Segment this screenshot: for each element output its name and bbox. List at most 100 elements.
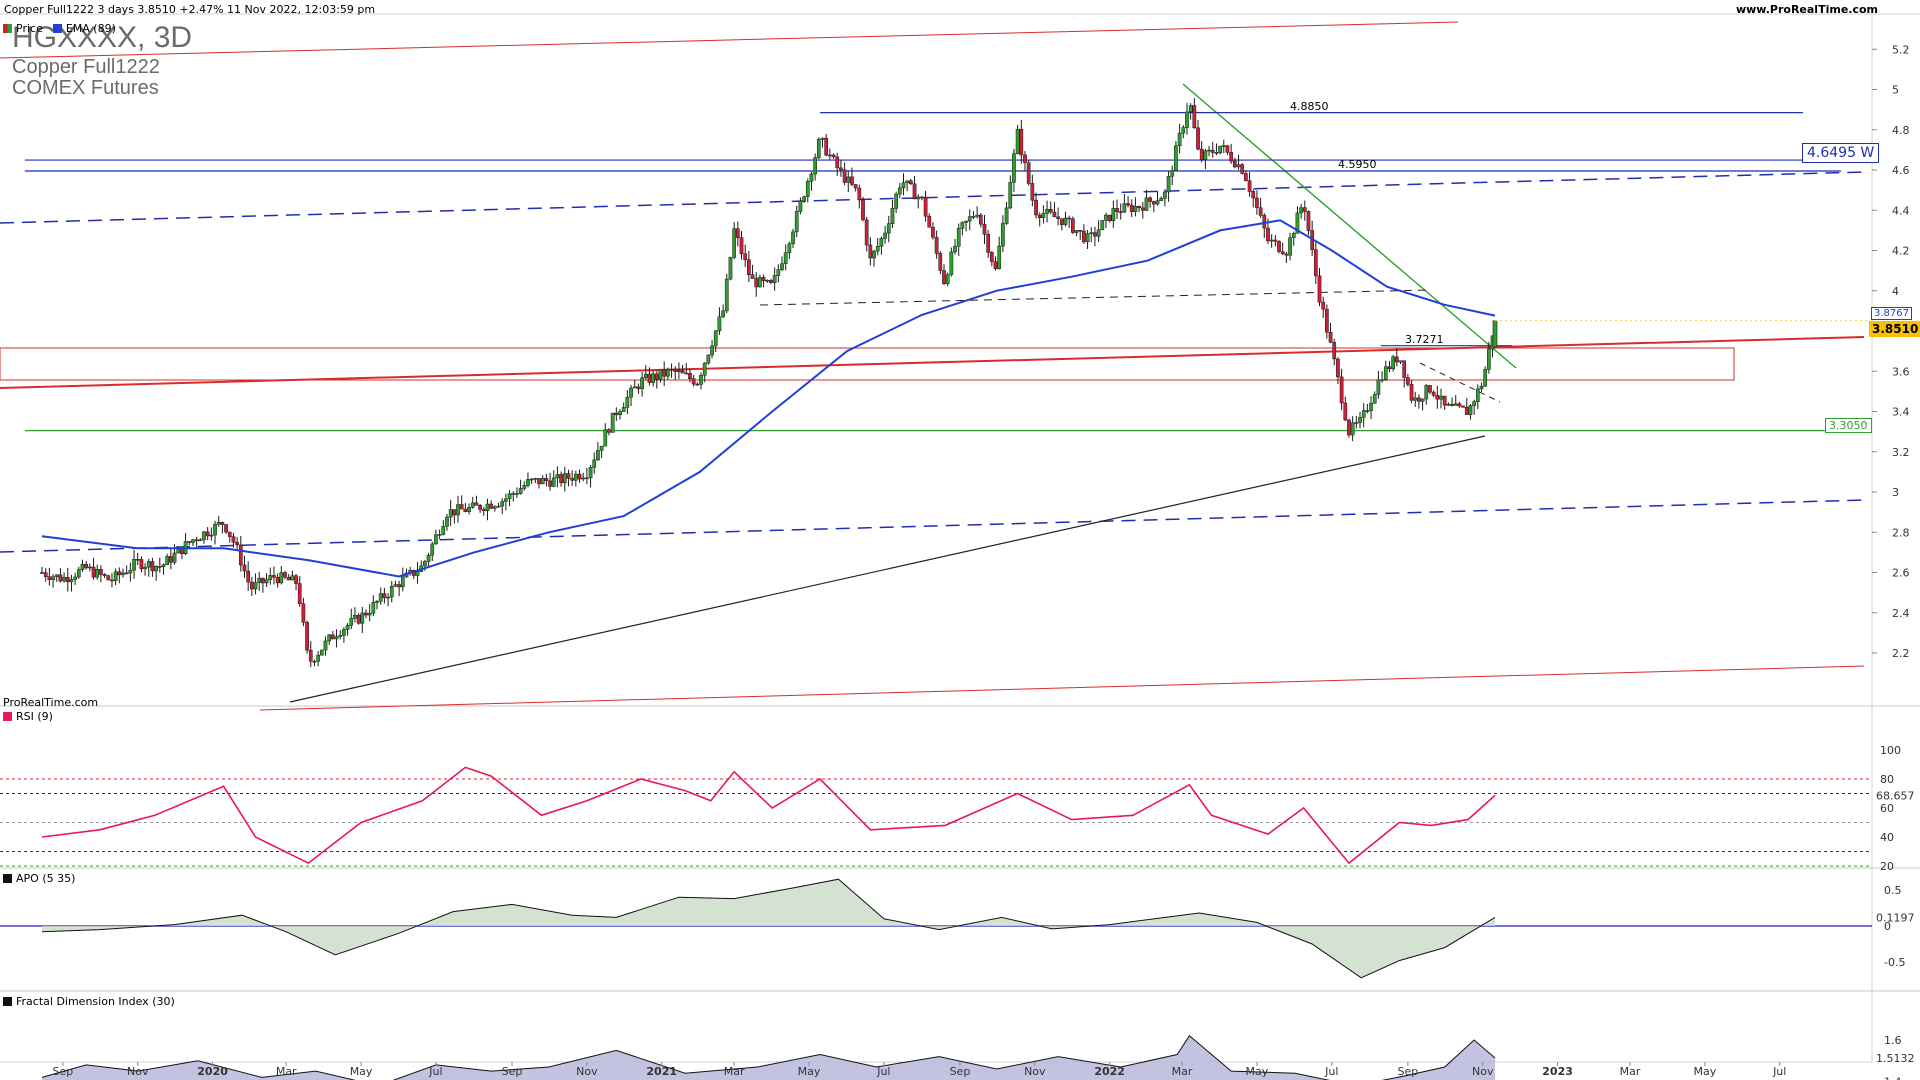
candle-body	[1413, 397, 1418, 401]
candle-body	[65, 577, 70, 583]
candle-body	[607, 429, 611, 433]
fdi-area-fill	[42, 1035, 1495, 1080]
candle-body	[754, 278, 759, 288]
candle-body	[772, 275, 777, 283]
price-legend[interactable]: Price EMA (89)	[3, 22, 116, 35]
site-url[interactable]: www.ProRealTime.com	[1735, 3, 1878, 16]
candle-body	[842, 169, 847, 183]
ema-legend-label: EMA (89)	[65, 22, 116, 35]
candle-body	[677, 370, 681, 372]
time-tick-label: Nov	[1472, 1065, 1494, 1078]
candle-body	[415, 571, 420, 576]
candle-body	[353, 614, 357, 619]
candle-body	[110, 579, 114, 582]
fdi-swatch-icon	[3, 997, 12, 1006]
candle-body	[1177, 132, 1182, 147]
candle-body	[592, 459, 597, 468]
rsi-last-value: 68.657	[1876, 789, 1915, 802]
time-tick-label: Nov	[576, 1065, 598, 1078]
candle-body	[945, 274, 950, 284]
candle-body	[54, 574, 59, 578]
level-badge-low[interactable]: 3.3050	[1825, 418, 1872, 433]
candle-body	[669, 368, 674, 371]
small-dashed-channel	[1419, 362, 1501, 403]
candle-body	[430, 543, 435, 556]
rsi-tick-label: 60	[1880, 802, 1894, 815]
candle-body	[783, 252, 788, 264]
candle-body	[500, 501, 505, 507]
resistance-zone-box	[0, 347, 1735, 381]
candle-body	[809, 173, 814, 182]
ema-swatch-icon	[52, 24, 62, 33]
candle-body	[949, 251, 954, 276]
watermark-prorealtime: ProRealTime.com	[3, 696, 98, 709]
candle-body	[165, 556, 170, 565]
candle-body	[710, 345, 714, 356]
drawn-trendlines[interactable]	[0, 21, 1865, 711]
candle-body	[1336, 358, 1340, 378]
candle-body	[559, 474, 563, 484]
candle-body	[382, 593, 387, 599]
candle-body	[699, 375, 703, 385]
time-tick-label: Jul	[876, 1065, 890, 1078]
candle-body	[739, 237, 744, 254]
candle-body	[496, 505, 501, 508]
candle-body	[846, 176, 851, 183]
candle-body	[198, 539, 203, 542]
candle-body	[629, 387, 633, 398]
rsi-line	[41, 766, 1496, 865]
candle-body	[1391, 356, 1395, 370]
apo-tick-label: 0.5	[1884, 884, 1902, 897]
candle-body	[371, 601, 376, 614]
candle-body	[121, 572, 125, 576]
candle-body	[1291, 233, 1296, 238]
candle-body	[864, 219, 869, 246]
time-tick-label: Mar	[1620, 1065, 1641, 1078]
candle-body	[1302, 207, 1307, 212]
candle-body	[805, 181, 810, 197]
time-tick-label: 2022	[1094, 1065, 1125, 1078]
candle-body	[1428, 385, 1432, 393]
candle-body	[1372, 394, 1377, 404]
candle-body	[1070, 218, 1075, 233]
candle-body	[1221, 145, 1226, 147]
fdi-legend[interactable]: Fractal Dimension Index (30)	[3, 995, 175, 1008]
candle-body	[1137, 205, 1141, 209]
candle-body	[448, 509, 453, 518]
candle-body	[209, 534, 214, 537]
candle-body	[40, 572, 44, 574]
candle-body	[330, 634, 335, 640]
candle-body	[769, 279, 773, 283]
candle-body	[761, 277, 766, 282]
candle-body	[651, 373, 655, 383]
lower-red-channel-line	[259, 665, 1865, 711]
candle-body	[378, 593, 383, 602]
candle-body	[551, 477, 556, 487]
candle-body	[1365, 410, 1370, 412]
candle-body	[1082, 230, 1086, 243]
candle-body	[695, 383, 700, 386]
candle-body	[73, 576, 77, 580]
level-badge-w[interactable]: 4.6495 W	[1802, 143, 1880, 163]
candle-body	[654, 373, 659, 380]
apo-legend[interactable]: APO (5 35)	[3, 872, 75, 885]
candle-body	[920, 196, 924, 199]
candle-body	[441, 526, 446, 535]
candle-body	[1247, 180, 1252, 192]
candle-body	[802, 196, 806, 202]
candle-body	[960, 222, 965, 229]
candle-body	[1240, 164, 1245, 174]
candle-body	[1332, 342, 1337, 360]
rsi-legend[interactable]: RSI (9)	[3, 710, 53, 723]
candle-body	[1170, 170, 1175, 177]
time-tick-label: May	[1693, 1065, 1716, 1078]
price-tick-label: 4	[1892, 285, 1899, 298]
candle-body	[1255, 197, 1259, 208]
candle-body	[235, 541, 239, 546]
apo-last-value: 0.1197	[1876, 911, 1915, 924]
candle-body	[205, 531, 210, 537]
time-tick-label: Sep	[502, 1065, 523, 1078]
fdi-tick-label: 1.6	[1884, 1034, 1902, 1047]
candle-body	[879, 238, 884, 247]
